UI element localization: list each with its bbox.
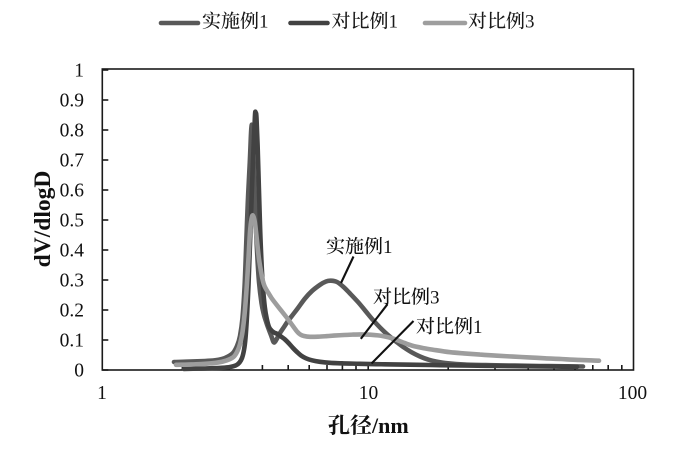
svg-text:1: 1	[473, 317, 483, 338]
svg-text:0.9: 0.9	[60, 91, 84, 112]
svg-text:0.1: 0.1	[60, 331, 84, 352]
svg-text:0: 0	[74, 361, 84, 382]
svg-text:1: 1	[389, 12, 399, 33]
svg-text:0.4: 0.4	[60, 241, 85, 262]
svg-text:0.7: 0.7	[60, 151, 85, 172]
svg-text:3: 3	[430, 287, 440, 308]
svg-text:0.2: 0.2	[60, 301, 84, 322]
svg-text:1: 1	[74, 61, 84, 82]
svg-text:100: 100	[618, 383, 647, 404]
svg-text:1: 1	[259, 12, 269, 33]
svg-text:0.6: 0.6	[60, 181, 85, 202]
svg-text:/nm: /nm	[371, 413, 409, 438]
svg-text:10: 10	[359, 383, 379, 404]
svg-text:0.3: 0.3	[60, 271, 84, 292]
svg-text:1: 1	[383, 237, 393, 258]
svg-text:dV/dlogD: dV/dlogD	[30, 171, 56, 268]
svg-text:1: 1	[97, 383, 107, 404]
svg-text:3: 3	[525, 12, 535, 33]
svg-text:0.5: 0.5	[60, 211, 84, 232]
svg-text:0.8: 0.8	[60, 121, 84, 142]
